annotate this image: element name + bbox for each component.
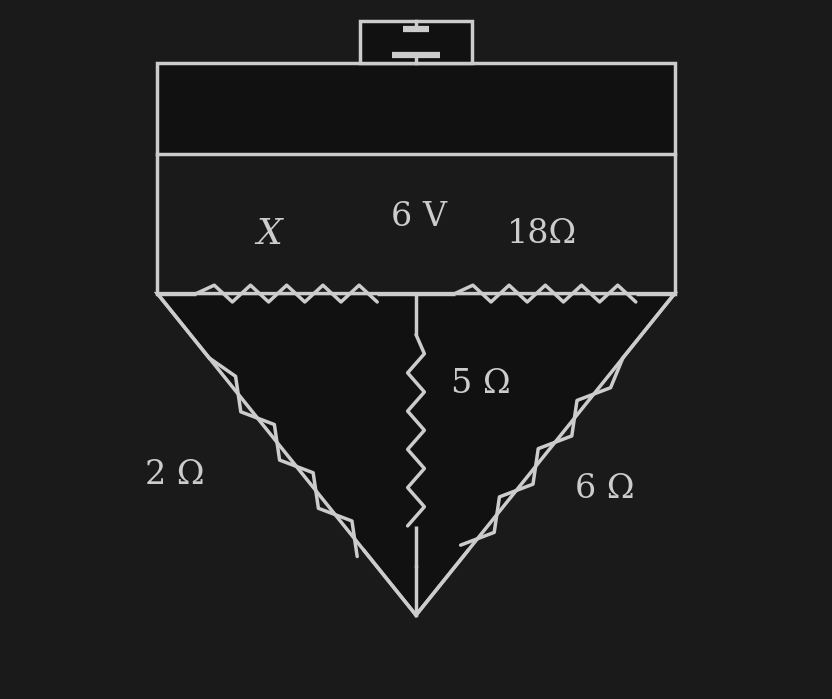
Text: 2 Ω: 2 Ω [145, 459, 205, 491]
Polygon shape [157, 294, 675, 615]
Text: 18Ω: 18Ω [507, 218, 577, 250]
Text: 6 Ω: 6 Ω [575, 473, 635, 505]
Text: 6 V: 6 V [392, 201, 448, 233]
Polygon shape [157, 63, 675, 154]
Text: X: X [256, 217, 282, 251]
Text: 5 Ω: 5 Ω [451, 368, 511, 401]
Polygon shape [360, 21, 472, 63]
